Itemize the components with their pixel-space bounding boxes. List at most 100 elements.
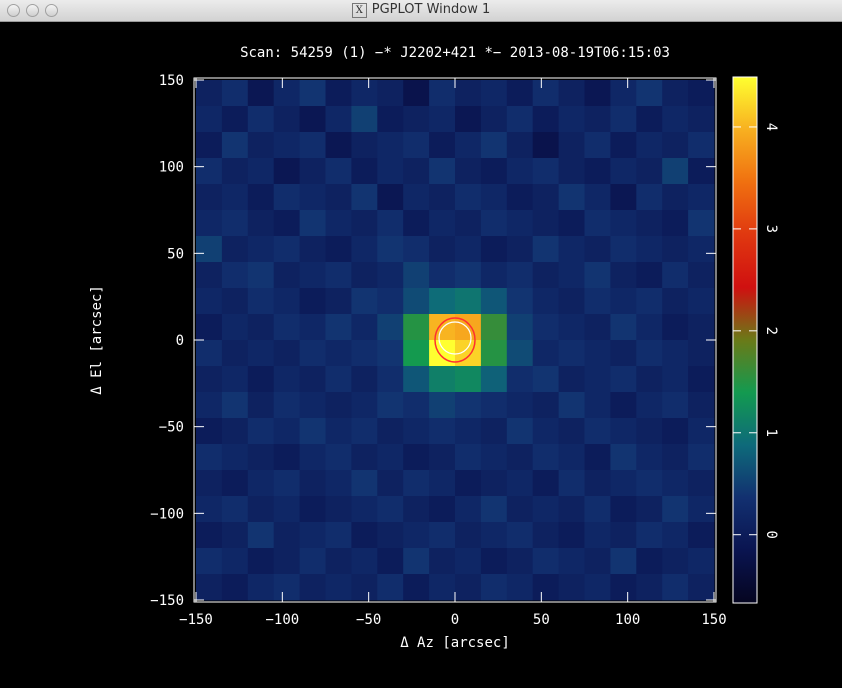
heatmap-cell (403, 236, 430, 263)
heatmap-cell (558, 314, 585, 341)
colorbar-tick-label: 0 (763, 530, 779, 538)
heatmap-cell (429, 80, 456, 107)
y-tick-label: −150 (150, 593, 184, 609)
heatmap-cell (273, 470, 301, 497)
heatmap-cell (662, 106, 689, 133)
heatmap-cell (480, 366, 508, 393)
heatmap-cell (688, 184, 715, 211)
heatmap-cell (584, 158, 611, 185)
heatmap-cell (662, 392, 689, 419)
heatmap-cell (377, 366, 404, 393)
heatmap-cell (429, 574, 456, 601)
heatmap-cell (584, 470, 611, 497)
heatmap-cell (403, 418, 430, 445)
heatmap-cell (325, 210, 352, 237)
heatmap-cell (610, 574, 637, 601)
heatmap-cell (688, 574, 715, 601)
heatmap-cell (558, 288, 585, 315)
heatmap-cell (351, 288, 378, 315)
heatmap-cell (688, 366, 715, 393)
heatmap-cell (688, 106, 715, 133)
heatmap-cell (636, 288, 663, 315)
x-tick-label: 50 (533, 612, 550, 628)
heatmap-cell (662, 444, 689, 471)
heatmap-cell (662, 366, 689, 393)
x-tick-label: 150 (701, 612, 726, 628)
heatmap-cell (299, 418, 326, 445)
heatmap-cell (558, 80, 585, 107)
heatmap-cell (221, 392, 249, 419)
heatmap-cell (273, 366, 301, 393)
heatmap-cell (506, 210, 534, 237)
heatmap-cell (273, 106, 301, 133)
x-tick-label: 0 (451, 612, 459, 628)
heatmap-cell (455, 184, 482, 211)
heatmap-cell (299, 158, 326, 185)
heatmap-cell (558, 262, 585, 289)
heatmap-cell (247, 184, 275, 211)
heatmap-cell (584, 106, 611, 133)
heatmap-cell (558, 106, 585, 133)
heatmap-cell (351, 106, 378, 133)
heatmap-cell (429, 262, 456, 289)
heatmap-cell (480, 470, 508, 497)
y-tick-label: 150 (159, 73, 184, 89)
heatmap-cell (221, 106, 249, 133)
heatmap-cell (351, 262, 378, 289)
heatmap-cell (636, 340, 663, 367)
heatmap-cell (480, 262, 508, 289)
heatmap-cell (247, 366, 275, 393)
heatmap-cell (377, 314, 404, 341)
heatmap-cell (662, 418, 689, 445)
heatmap-cell (351, 392, 378, 419)
heatmap-cell (273, 158, 301, 185)
heatmap-cell (662, 262, 689, 289)
heatmap-cell (403, 340, 430, 367)
heatmap-cell (429, 444, 456, 471)
heatmap-cell (636, 418, 663, 445)
heatmap-cell (558, 444, 585, 471)
x-tick-label: −50 (356, 612, 381, 628)
heatmap-cell (662, 80, 689, 107)
heatmap-cell (377, 262, 404, 289)
heatmap-cell (480, 288, 508, 315)
heatmap-cell (196, 80, 223, 107)
heatmap-cell (662, 548, 689, 575)
heatmap-cell (636, 132, 663, 159)
heatmap-cell (636, 366, 663, 393)
y-tick-label: −100 (150, 506, 184, 522)
heatmap-cell (403, 288, 430, 315)
heatmap-cell (662, 470, 689, 497)
contour (434, 317, 476, 363)
heatmap-cell (506, 340, 534, 367)
heatmap-cell (221, 470, 249, 497)
zoom-button[interactable] (45, 4, 58, 17)
heatmap-cell (480, 574, 508, 601)
heatmap-cell (221, 574, 249, 601)
close-button[interactable] (7, 4, 20, 17)
heatmap-cell (221, 444, 249, 471)
colorbar-tick-label: 4 (763, 123, 779, 131)
heatmap-cell (636, 444, 663, 471)
heatmap-cell (351, 522, 378, 549)
colorbar-tick-label: 3 (763, 225, 779, 233)
heatmap-cell (558, 236, 585, 263)
heatmap-cell (299, 262, 326, 289)
minimize-button[interactable] (26, 4, 39, 17)
heatmap-cell (584, 184, 611, 211)
heatmap-cell (273, 392, 301, 419)
heatmap-cell (325, 418, 352, 445)
x-tick-label: 100 (615, 612, 640, 628)
heatmap-cell (325, 522, 352, 549)
heatmap-cell (377, 418, 404, 445)
heatmap-cell (636, 522, 663, 549)
colorbar-tick-label: 1 (763, 429, 779, 437)
heatmap-cell (273, 262, 301, 289)
heatmap-cell (610, 496, 637, 523)
heatmap-cell (584, 496, 611, 523)
heatmap-cell (273, 522, 301, 549)
heatmap-cell (506, 574, 534, 601)
heatmap-cell (688, 158, 715, 185)
heatmap-cell (325, 262, 352, 289)
heatmap-cell (429, 132, 456, 159)
